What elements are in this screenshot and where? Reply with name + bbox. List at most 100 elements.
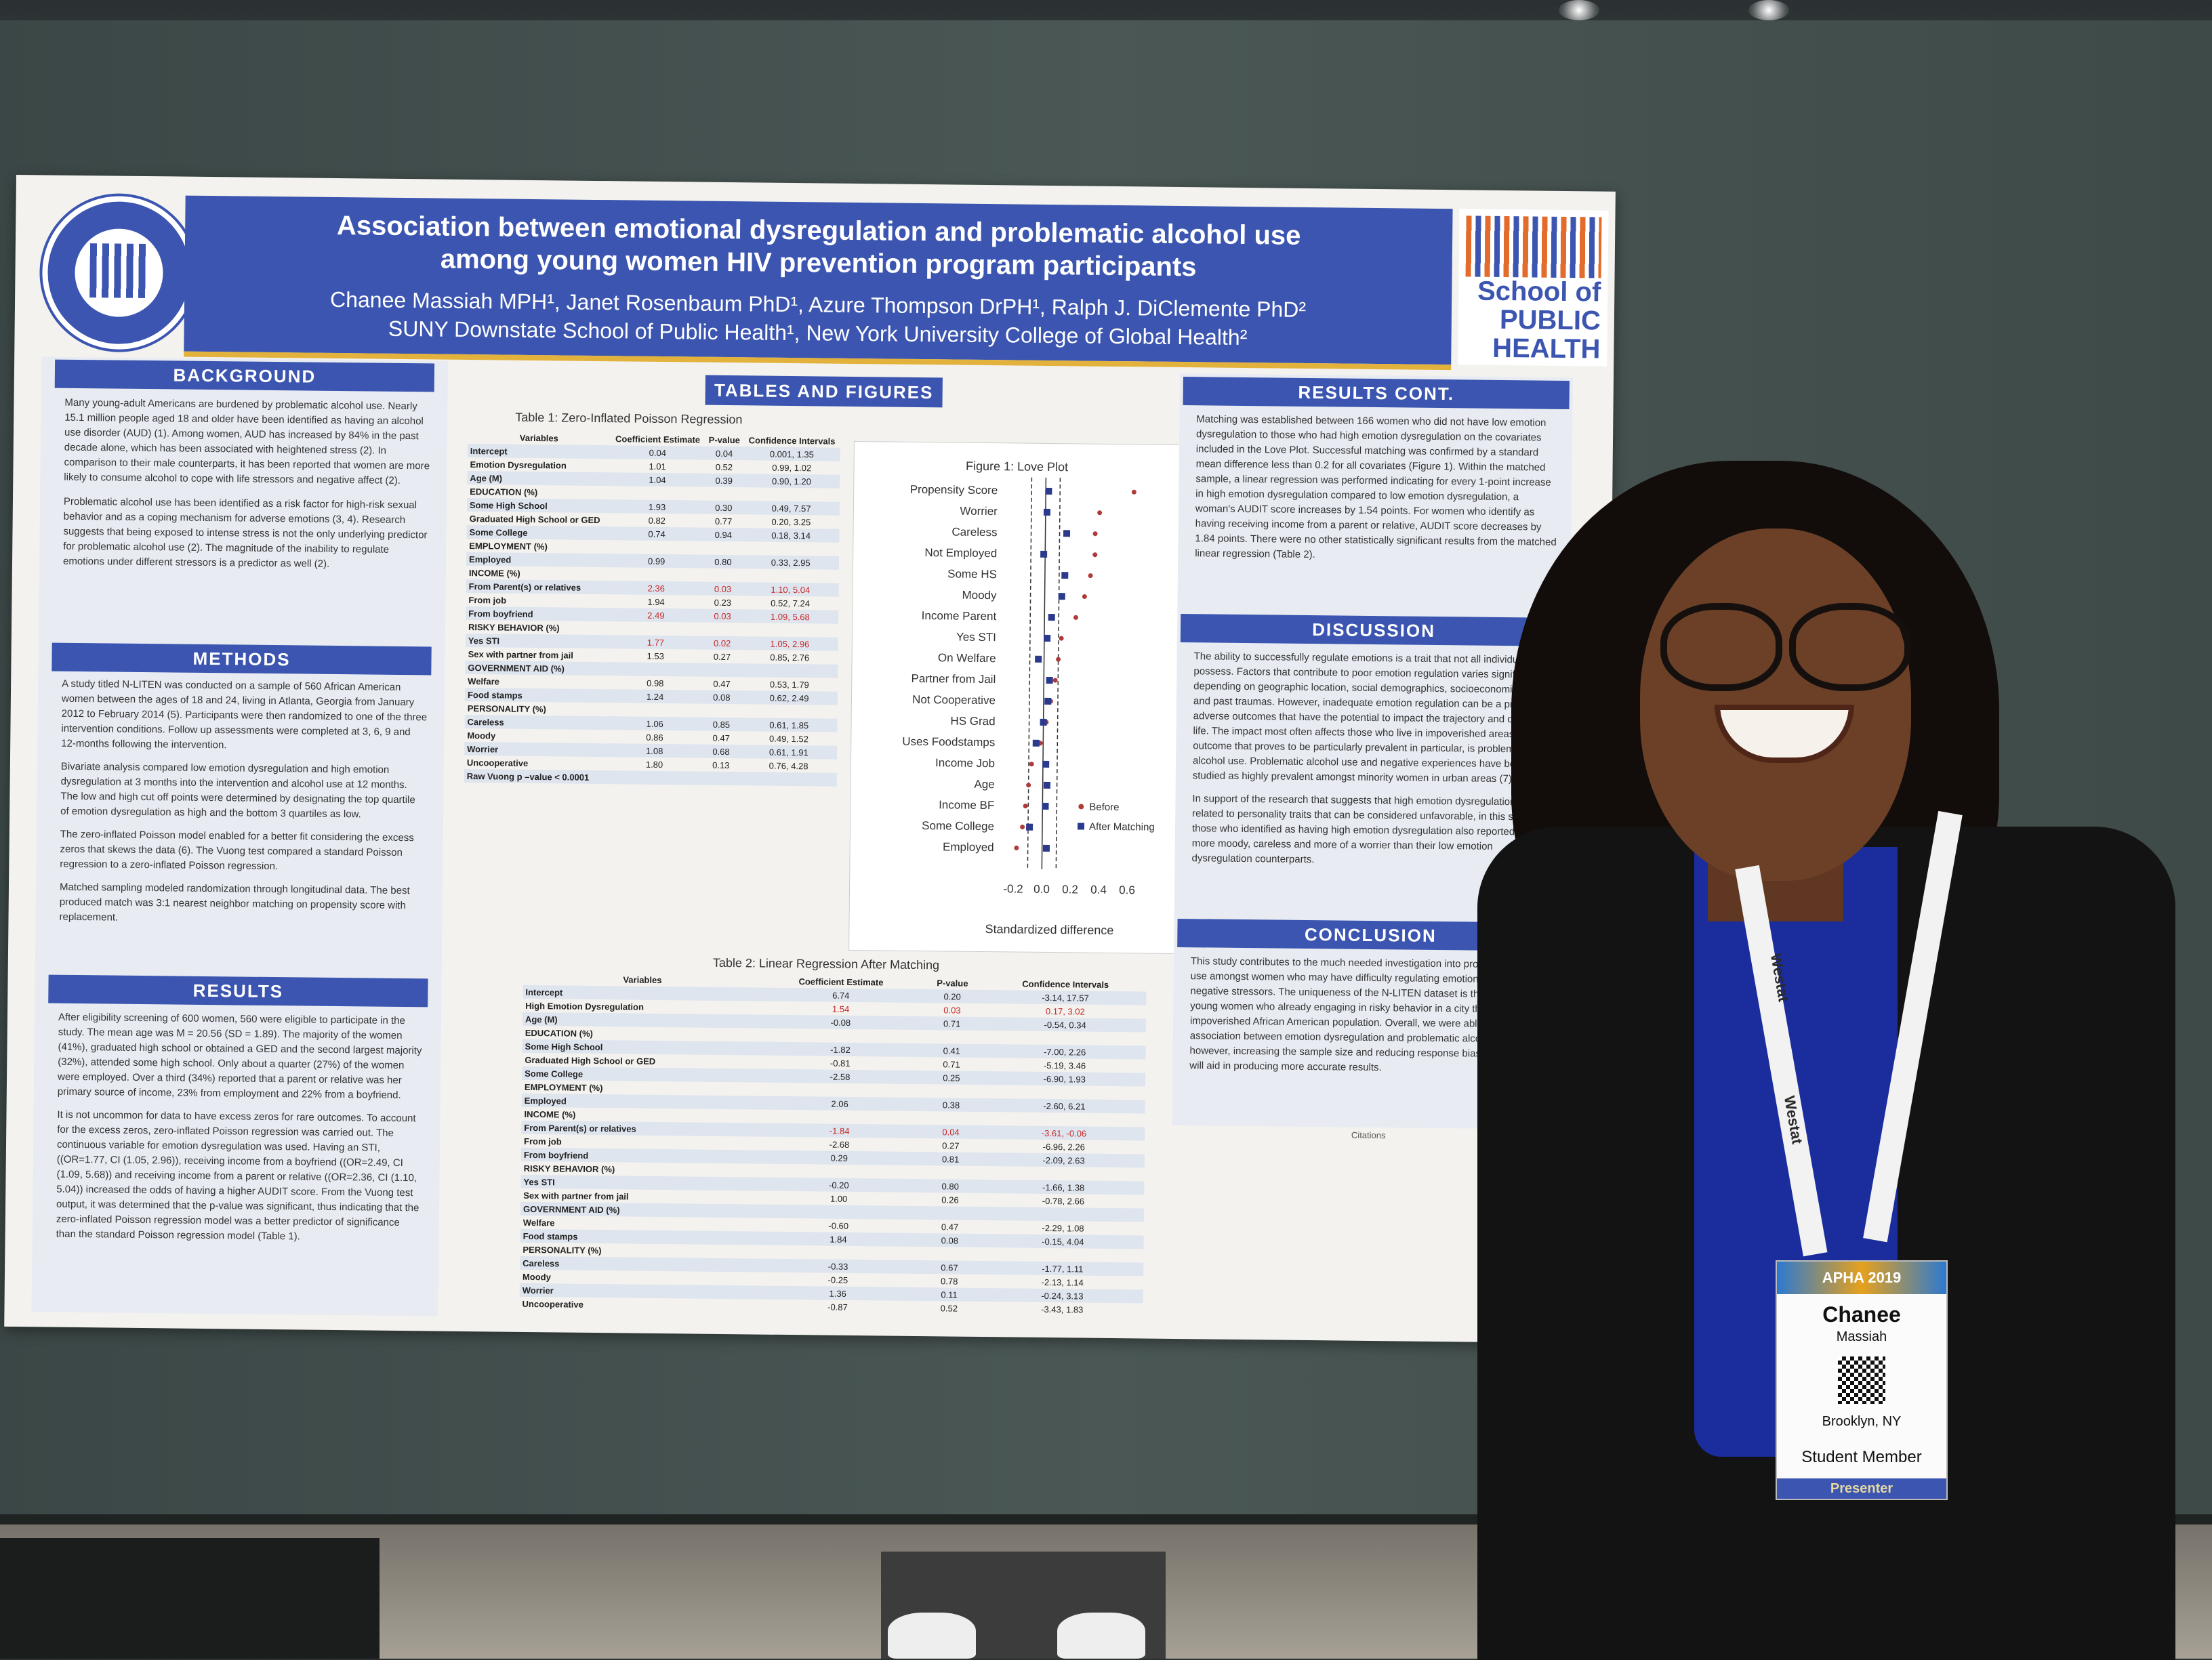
tick-label: Employed bbox=[943, 840, 994, 854]
table-cell: 0.04 bbox=[918, 1125, 983, 1139]
table-cell: 0.49, 7.57 bbox=[743, 501, 840, 515]
table-cell: -7.00, 2.26 bbox=[984, 1044, 1146, 1059]
table-cell: 0.74 bbox=[609, 526, 704, 541]
passerby-silhouette bbox=[0, 1538, 380, 1659]
table-cell: 0.61, 1.91 bbox=[740, 745, 837, 759]
table-cell: 0.77 bbox=[704, 514, 743, 528]
table-cell: -2.29, 1.08 bbox=[982, 1220, 1144, 1235]
table-cell: 0.33, 2.95 bbox=[742, 555, 839, 569]
point-after bbox=[1040, 719, 1047, 726]
table-cell: 1.06 bbox=[607, 716, 702, 730]
table-cell: 0.90, 1.20 bbox=[743, 474, 840, 488]
table-cell bbox=[759, 1245, 918, 1260]
table-cell: 0.53, 1.79 bbox=[741, 677, 838, 691]
point-after bbox=[1063, 530, 1070, 537]
table-cell: 0.38 bbox=[919, 1098, 983, 1112]
table-header: Variables bbox=[468, 430, 611, 445]
table-cell: 2.06 bbox=[760, 1096, 919, 1111]
point-after bbox=[1044, 782, 1050, 789]
table-cell bbox=[608, 703, 703, 717]
table-cell: 0.71 bbox=[919, 1057, 983, 1071]
table-cell bbox=[918, 1165, 983, 1180]
table-cell bbox=[704, 541, 743, 556]
school-of-public-health-logo: School of PUBLIC HEALTH bbox=[1458, 209, 1608, 366]
table-cell: 1.84 bbox=[759, 1232, 918, 1247]
table-header: P-value bbox=[705, 433, 743, 447]
table-cell: 0.26 bbox=[918, 1192, 982, 1207]
point-before bbox=[1088, 573, 1093, 578]
badge-first-name: Chanee bbox=[1777, 1302, 1946, 1327]
table-cell bbox=[983, 1166, 1145, 1181]
poster-title: Association between emotional dysregulat… bbox=[184, 208, 1452, 287]
table-cell bbox=[761, 1029, 920, 1043]
ceiling-light bbox=[1748, 0, 1789, 20]
table-cell bbox=[983, 1085, 1145, 1100]
table-cell: 1.54 bbox=[762, 1001, 920, 1016]
table-cell: Yes STI bbox=[466, 634, 609, 648]
background-heading: BACKGROUND bbox=[55, 360, 434, 392]
table-header: Confidence Intervals bbox=[985, 976, 1147, 991]
table-cell: PERSONALITY (%) bbox=[465, 701, 608, 716]
sph-logo-text: School of PUBLIC HEALTH bbox=[1465, 276, 1601, 363]
table-cell: 1.00 bbox=[760, 1191, 918, 1206]
table-cell: 0.62, 2.49 bbox=[741, 690, 838, 705]
tick-label: Worrier bbox=[960, 505, 998, 518]
table-cell bbox=[919, 1084, 983, 1098]
table-cell: -2.58 bbox=[761, 1069, 920, 1084]
table-cell bbox=[760, 1110, 919, 1125]
table-cell bbox=[704, 487, 743, 501]
table-cell: Uncooperative bbox=[519, 1297, 758, 1313]
table-cell: Sex with partner from jail bbox=[466, 647, 609, 662]
table-cell: Some College bbox=[466, 525, 609, 540]
table-cell: -2.13, 1.14 bbox=[981, 1274, 1143, 1289]
table-cell: -3.61, -0.06 bbox=[983, 1125, 1145, 1140]
table-cell: 0.86 bbox=[607, 730, 702, 744]
people-icon-grid bbox=[1466, 215, 1602, 278]
x-tick-label: 0.4 bbox=[1090, 884, 1107, 896]
sneaker bbox=[888, 1613, 976, 1659]
table-cell: 0.47 bbox=[702, 731, 741, 745]
tick-label: Income BF bbox=[939, 798, 994, 812]
table-header: Coefficient Estimate bbox=[611, 432, 705, 446]
table-cell: -1.77, 1.11 bbox=[981, 1261, 1143, 1276]
table-cell: 0.85, 2.76 bbox=[741, 650, 838, 664]
table-cell: 0.98 bbox=[608, 676, 703, 690]
tick-label: Income Parent bbox=[922, 609, 997, 623]
love-plot-chart: Figure 1: Love Plot Propensity Score Worri… bbox=[849, 442, 1180, 953]
table-cell bbox=[920, 1030, 984, 1044]
badge-membership: Student Member bbox=[1777, 1448, 1946, 1467]
table-cell bbox=[984, 1031, 1146, 1045]
table-cell: 0.76, 4.28 bbox=[740, 758, 837, 772]
reference-line bbox=[1027, 478, 1031, 869]
table1-zero-inflated-poisson: Variables Coefficient Estimate P-value Conf… bbox=[464, 430, 840, 787]
point-before bbox=[1029, 762, 1034, 766]
table-cell: -6.96, 2.26 bbox=[983, 1139, 1145, 1154]
table-cell: -2.09, 2.63 bbox=[983, 1153, 1145, 1167]
x-tick-label: 0.0 bbox=[1033, 883, 1050, 896]
table-cell: 0.41 bbox=[920, 1043, 984, 1058]
x-tick-label: -0.2 bbox=[1003, 882, 1023, 895]
table-cell: 0.39 bbox=[705, 474, 743, 488]
table2-linear-regression: Variables Coefficient Estimate P-value Conf… bbox=[519, 972, 1146, 1317]
table-cell bbox=[982, 1207, 1144, 1222]
table-cell: 1.77 bbox=[609, 635, 703, 649]
table-cell: 0.25 bbox=[919, 1071, 983, 1085]
tick-label: Age bbox=[974, 778, 994, 791]
table-cell: 0.78 bbox=[917, 1274, 981, 1288]
table-cell bbox=[703, 663, 741, 678]
results-heading: RESULTS bbox=[48, 975, 428, 1008]
point-after bbox=[1043, 845, 1050, 852]
table-cell: 0.03 bbox=[920, 1003, 984, 1017]
table1-caption: Table 1: Zero-Inflated Poisson Regressio… bbox=[515, 411, 742, 428]
x-tick-label: 0.6 bbox=[1119, 884, 1135, 896]
tables-figures-heading: TABLES AND FIGURES bbox=[705, 375, 942, 408]
point-after bbox=[1059, 593, 1065, 600]
table-cell: EMPLOYMENT (%) bbox=[466, 539, 609, 554]
point-before bbox=[1056, 657, 1061, 662]
table-cell: 1.24 bbox=[608, 689, 703, 703]
seal-columns-icon bbox=[89, 243, 148, 298]
table-cell bbox=[743, 487, 840, 501]
table-cell: -2.68 bbox=[760, 1137, 919, 1152]
tick-label: Yes STI bbox=[956, 631, 996, 644]
table-cell: 0.03 bbox=[703, 609, 742, 623]
